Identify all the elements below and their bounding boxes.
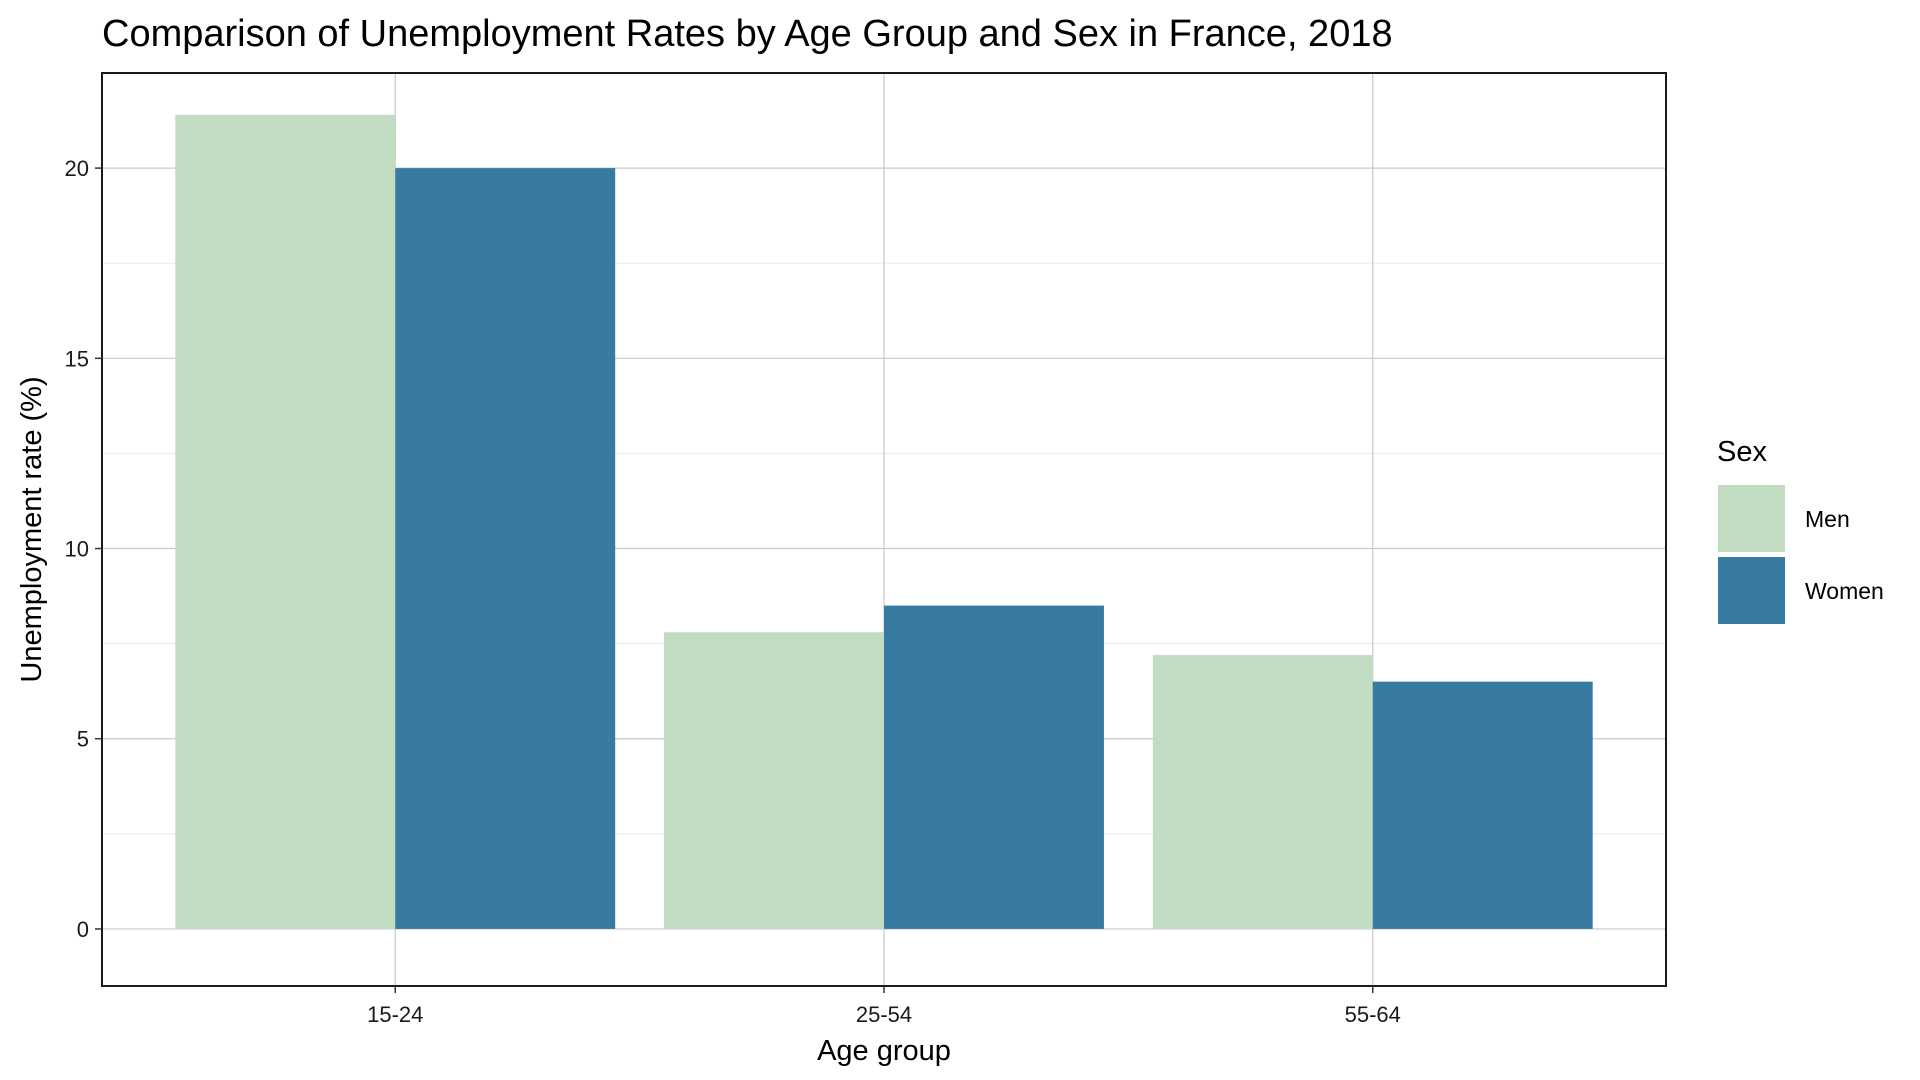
bar-women-15-24 bbox=[395, 168, 616, 929]
legend: Sex Men Women bbox=[1717, 436, 1884, 624]
y-axis-title: Unemployment rate (%) bbox=[16, 376, 48, 682]
y-tick-label: 5 bbox=[77, 727, 89, 752]
bar-men-25-54 bbox=[664, 632, 884, 929]
x-axis: 15-24 25-54 55-64 bbox=[367, 986, 1401, 1027]
legend-items: Men Women bbox=[1718, 485, 1884, 624]
x-tick-label: 55-64 bbox=[1345, 1002, 1401, 1027]
y-tick-label: 20 bbox=[65, 156, 89, 181]
x-axis-title: Age group bbox=[817, 1035, 951, 1067]
legend-label-men: Men bbox=[1805, 506, 1850, 532]
x-tick-label: 15-24 bbox=[367, 1002, 423, 1027]
y-tick-label: 0 bbox=[77, 917, 89, 942]
bar-men-15-24 bbox=[175, 114, 396, 929]
legend-label-women: Women bbox=[1805, 578, 1884, 604]
legend-swatch-men bbox=[1718, 485, 1785, 552]
legend-title: Sex bbox=[1717, 436, 1767, 468]
y-tick-label: 10 bbox=[65, 537, 89, 562]
chart-title: Comparison of Unemployment Rates by Age … bbox=[102, 13, 1393, 55]
legend-swatch-women bbox=[1718, 557, 1785, 624]
bar-women-55-64 bbox=[1372, 681, 1593, 929]
x-tick-label: 25-54 bbox=[856, 1002, 912, 1027]
bar-men-55-64 bbox=[1152, 655, 1373, 929]
y-tick-label: 15 bbox=[65, 346, 89, 371]
bar-women-25-54 bbox=[884, 605, 1104, 929]
y-axis: 0 5 10 15 20 bbox=[65, 156, 102, 942]
plot-panel bbox=[101, 72, 1667, 987]
bars bbox=[175, 114, 1593, 929]
